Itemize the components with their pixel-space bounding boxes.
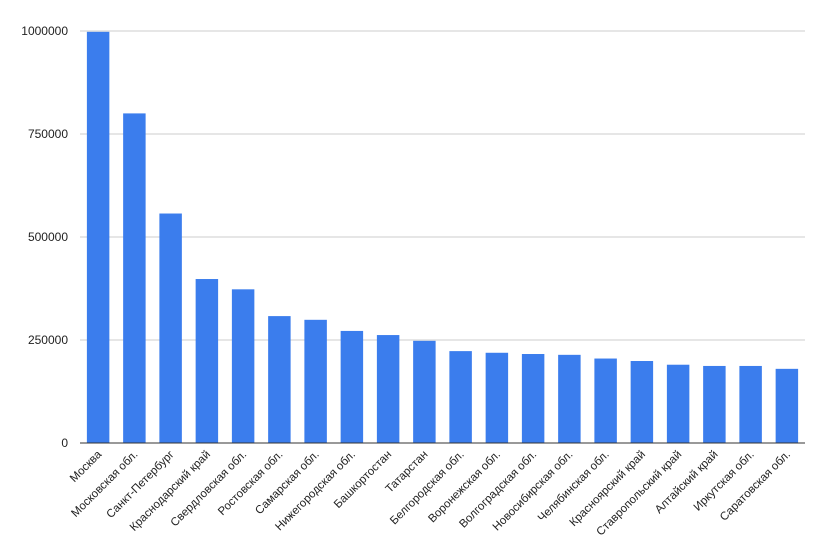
bar: [86, 31, 110, 443]
bar: [558, 354, 581, 443]
bar: [739, 365, 762, 443]
x-tick-label: Саратовская обл.: [718, 449, 793, 524]
bar: [376, 335, 400, 443]
bar: [449, 351, 472, 443]
y-tick-label: 250000: [28, 333, 68, 347]
y-tick-label: 750000: [28, 127, 68, 141]
bar: [231, 289, 255, 443]
x-tick-label: Санкт-Петербург: [104, 449, 176, 521]
bar: [123, 113, 146, 444]
bar: [775, 368, 799, 443]
y-tick-label: 0: [61, 436, 68, 450]
bar: [268, 316, 291, 443]
x-tick-label: Москва: [68, 448, 105, 485]
bar: [413, 340, 436, 443]
y-tick-label: 500000: [28, 230, 68, 244]
bar: [340, 330, 364, 443]
bar: [630, 361, 654, 443]
x-tick-label: Московская обл.: [69, 449, 140, 520]
bar: [159, 213, 182, 443]
bar: [594, 358, 617, 443]
x-tick-label: Ростовская обл.: [216, 449, 285, 518]
y-axis-ticks: 0 250000 500000 750000 1000000: [21, 24, 68, 450]
bar: [521, 354, 545, 443]
bar: [304, 319, 327, 443]
bars: [86, 31, 799, 444]
bar: [666, 364, 690, 443]
gridlines: [80, 30, 805, 341]
x-tick-label: Самарская обл.: [253, 449, 321, 517]
bar: [195, 279, 219, 443]
bar: [485, 352, 509, 443]
bar: [703, 365, 726, 443]
y-tick-label: 1000000: [21, 24, 68, 38]
x-tick-label: Алтайский край: [653, 449, 720, 516]
